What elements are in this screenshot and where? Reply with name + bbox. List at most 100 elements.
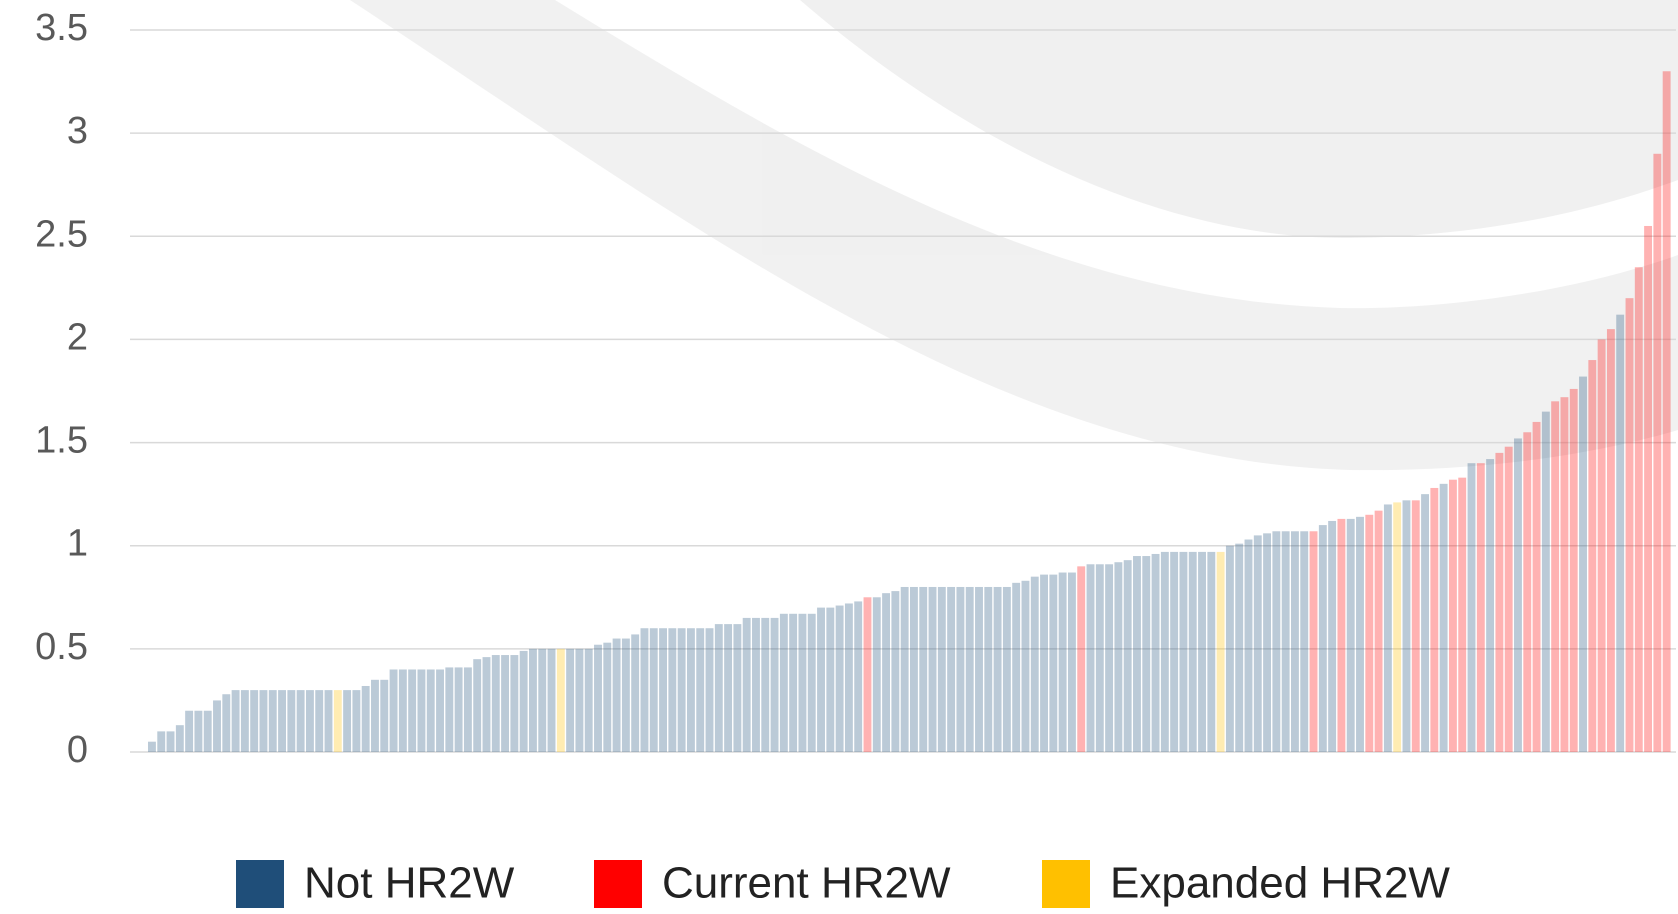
bar (222, 694, 231, 752)
bar (148, 741, 156, 752)
bar (761, 617, 770, 752)
bar (696, 628, 705, 752)
bar (1012, 582, 1021, 752)
bar (1569, 388, 1578, 752)
bar (668, 628, 677, 752)
bar (919, 586, 928, 752)
bar (640, 628, 649, 752)
bar (352, 690, 361, 752)
bar (789, 613, 798, 752)
bar (1430, 487, 1439, 752)
bar (947, 586, 956, 752)
bar (361, 685, 370, 752)
bar (817, 607, 825, 752)
bar (417, 669, 426, 752)
bar (1365, 514, 1374, 752)
bar (594, 644, 602, 752)
bar (1448, 479, 1457, 752)
bar (1095, 564, 1104, 752)
bar (1560, 397, 1569, 752)
bar (1532, 421, 1541, 752)
bar (937, 586, 946, 752)
y-tick-label: 1.5 (35, 420, 88, 462)
bar (185, 710, 194, 752)
bar (1337, 518, 1346, 752)
bar (166, 731, 175, 752)
bar (1151, 553, 1160, 752)
bar (538, 648, 547, 752)
bar (1504, 446, 1513, 752)
bar (1281, 531, 1290, 752)
bar (1133, 556, 1141, 752)
bar (1216, 551, 1225, 752)
bar (928, 586, 937, 752)
bar (1383, 504, 1392, 752)
bar (1188, 551, 1197, 752)
bar (770, 617, 779, 752)
bar (891, 591, 900, 752)
bar (621, 638, 630, 752)
bar (965, 586, 974, 752)
bar (1588, 360, 1597, 752)
background-swoosh (350, 0, 1678, 471)
bar (798, 613, 807, 752)
bar (324, 690, 333, 752)
bar (677, 628, 686, 752)
bar (1662, 71, 1671, 752)
bar (1476, 463, 1485, 752)
bar (436, 669, 444, 752)
bar (1207, 551, 1216, 752)
bar (1634, 267, 1643, 752)
bar (826, 607, 835, 752)
bar (1040, 574, 1048, 752)
bar (1402, 500, 1411, 752)
bar (603, 642, 612, 752)
bar (1458, 477, 1467, 752)
bar (1253, 535, 1262, 752)
bar (454, 667, 463, 752)
bar (1077, 566, 1086, 752)
bar (1170, 551, 1179, 752)
bar (779, 613, 788, 752)
bar (584, 648, 593, 752)
bar (1142, 556, 1151, 752)
y-tick-label: 1 (67, 523, 88, 565)
bar (1644, 225, 1653, 752)
bar (863, 597, 872, 752)
bar (993, 586, 1002, 752)
bar (1021, 580, 1030, 752)
bar (445, 667, 454, 752)
bar (1263, 533, 1272, 752)
bar (547, 648, 556, 752)
bar (612, 638, 621, 752)
y-tick-label: 0 (67, 729, 88, 771)
bar (1346, 518, 1355, 752)
bar (1374, 510, 1383, 752)
bar (380, 679, 389, 752)
bar (807, 613, 816, 752)
bar (659, 628, 667, 752)
y-tick-label: 2 (67, 316, 88, 358)
bar (844, 603, 853, 752)
legend-swatch (1042, 860, 1090, 908)
bar (1160, 551, 1169, 752)
bar (742, 617, 751, 752)
bar (1393, 502, 1402, 752)
bar (278, 690, 286, 752)
bar (1541, 411, 1550, 752)
bar (194, 710, 203, 752)
bar (1514, 438, 1522, 752)
bar (268, 690, 277, 752)
bar (900, 586, 909, 752)
bar (1318, 525, 1327, 752)
bar (686, 628, 695, 752)
bar (1653, 153, 1662, 752)
bar (231, 690, 240, 752)
bar (705, 628, 714, 752)
bar (1411, 500, 1420, 752)
legend-label: Not HR2W (304, 859, 515, 908)
bar (752, 617, 760, 752)
bar (1616, 314, 1625, 752)
